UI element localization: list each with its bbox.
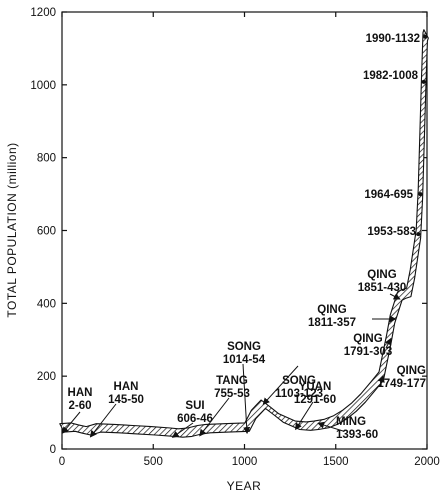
annotation-arrow bbox=[389, 293, 401, 300]
annotation-value: 1393-60 bbox=[336, 429, 378, 441]
annotation-value: 2-60 bbox=[68, 400, 91, 412]
annotation-label: QING bbox=[397, 365, 426, 377]
y-tick-label: 200 bbox=[37, 371, 56, 383]
annotation-value: 1791-303 bbox=[344, 346, 393, 358]
annotation-arrow bbox=[295, 401, 314, 431]
annotation-arrow bbox=[317, 421, 344, 432]
annotation-value: 1982-1008 bbox=[363, 70, 419, 82]
axis-ticks: 0 500 1000 1500 2000 0 200 400 600 800 1000 1200 bbox=[30, 7, 439, 468]
annotation-arrow bbox=[242, 363, 251, 435]
y-tick-label: 0 bbox=[50, 444, 56, 456]
y-tick-label: 400 bbox=[37, 298, 56, 310]
data-point-dot bbox=[418, 192, 423, 197]
x-tick-label: 2000 bbox=[414, 456, 440, 468]
annotation-arrow bbox=[384, 337, 392, 349]
y-tick-label: 800 bbox=[37, 153, 56, 165]
annotation-value: 1749-177 bbox=[377, 378, 426, 390]
annotation-label: HAN bbox=[68, 387, 93, 399]
annotation-value: 1990-1132 bbox=[366, 33, 420, 45]
annotation-value: 755-53 bbox=[214, 388, 250, 400]
annotation-value: 145-50 bbox=[108, 394, 144, 406]
annotation-arrow bbox=[378, 375, 385, 387]
population-band bbox=[59, 29, 429, 438]
annotation-arrow bbox=[262, 365, 299, 405]
annotation-arrow bbox=[171, 422, 194, 438]
annotation-arrow bbox=[89, 403, 117, 438]
annotation-value: 1103-123 bbox=[275, 388, 323, 400]
annotation-value: 1014-54 bbox=[223, 354, 266, 366]
y-tick-label: 600 bbox=[37, 226, 56, 238]
data-point-dot bbox=[416, 232, 421, 237]
x-tick-label: 500 bbox=[144, 456, 163, 468]
annotation-arrow bbox=[61, 411, 81, 434]
annotation-label: HAN bbox=[114, 381, 139, 393]
data-point-dot bbox=[421, 79, 426, 84]
annotation: 1990-1132 bbox=[366, 33, 428, 45]
annotation-label: QING bbox=[317, 304, 346, 316]
annotation-label: SONG bbox=[282, 375, 316, 387]
x-tick-label: 0 bbox=[59, 456, 65, 468]
annotation-label: QING bbox=[367, 269, 396, 281]
annotation-label: SUI bbox=[185, 400, 204, 412]
annotation-value: 606-46 bbox=[177, 413, 213, 425]
x-tick-label: 1000 bbox=[232, 456, 258, 468]
annotation-value: 1953-583 bbox=[367, 226, 416, 238]
data-point-dot bbox=[423, 34, 428, 39]
annotation-label: TANG bbox=[216, 375, 248, 387]
y-axis-title: TOTAL POPULATION (million) bbox=[5, 142, 19, 317]
annotation-value: 1291-60 bbox=[294, 394, 336, 406]
annotation-value: 1964-695 bbox=[364, 189, 413, 201]
y-tick-label: 1200 bbox=[30, 7, 56, 19]
annotation-label: YUAN bbox=[299, 381, 332, 393]
annotation-label: SONG bbox=[227, 341, 261, 353]
annotation-value: 1851-430 bbox=[358, 282, 407, 294]
population-band-shape bbox=[59, 29, 429, 438]
y-tick-label: 1000 bbox=[30, 80, 56, 92]
x-axis-title: YEAR bbox=[227, 479, 262, 493]
annotation: 1982-1008 bbox=[363, 70, 426, 84]
annotation-value: 1811-357 bbox=[308, 317, 356, 329]
x-tick-label: 1500 bbox=[323, 456, 349, 468]
annotation: 1964-695 bbox=[364, 189, 423, 201]
annotation-arrow bbox=[199, 397, 230, 437]
annotation-label: QING bbox=[353, 333, 382, 345]
annotation: 1953-583 bbox=[367, 226, 421, 238]
annotation-label: MING bbox=[336, 416, 366, 428]
